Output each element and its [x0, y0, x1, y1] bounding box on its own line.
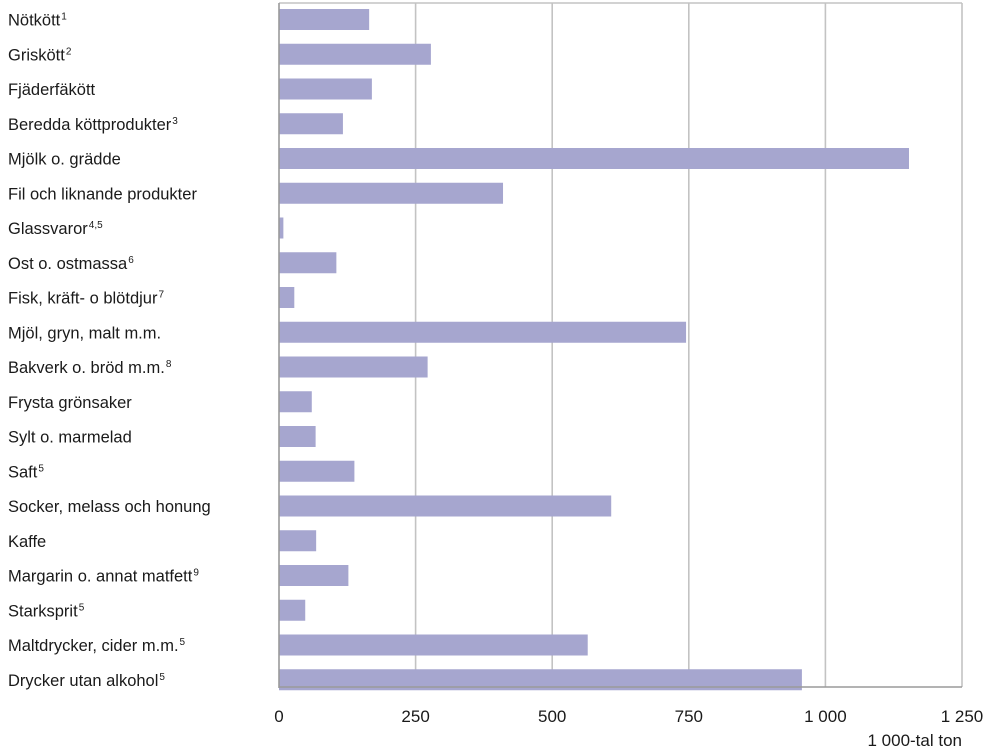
category-label: Maltdrycker, cider m.m.5	[8, 637, 186, 655]
bar	[279, 391, 312, 413]
bar	[279, 426, 316, 447]
bar	[279, 287, 295, 308]
x-tick-labels: 0 250 500 750 1 000 1 250	[274, 707, 983, 726]
bar	[279, 599, 306, 621]
bar	[279, 9, 370, 30]
bar	[279, 113, 343, 135]
category-label: Sylt o. marmelad	[8, 429, 132, 447]
bar	[279, 495, 612, 517]
x-tick-label: 250	[401, 707, 429, 726]
category-label: Fisk, kräft- o blötdjur7	[8, 290, 164, 308]
x-axis-unit-label: 1 000-tal ton	[867, 731, 962, 750]
x-tick-label: 0	[274, 707, 283, 726]
category-labels: Nötkött1 Griskött2 Fjäderfäkött Beredda köt…	[8, 12, 211, 690]
bar	[279, 78, 372, 100]
bar	[279, 356, 428, 378]
category-label: Glassvaror4,5	[8, 220, 103, 238]
category-label: Starksprit5	[8, 602, 85, 620]
bar	[279, 530, 317, 552]
bars	[279, 9, 909, 691]
x-tick-label: 1 000	[804, 707, 847, 726]
bar	[279, 217, 284, 239]
bar	[279, 182, 504, 204]
category-label: Fil och liknande produkter	[8, 185, 197, 203]
category-label: Frysta grönsaker	[8, 394, 132, 412]
category-label: Bakverk o. bröd m.m.8	[8, 359, 172, 377]
bar	[279, 252, 337, 274]
bar	[279, 669, 802, 691]
bar	[279, 321, 687, 343]
category-label: Beredda köttprodukter3	[8, 116, 178, 134]
category-label: Socker, melass och honung	[8, 498, 211, 516]
category-label: Drycker utan alkohol5	[8, 672, 165, 690]
category-label: Nötkött1	[8, 12, 67, 30]
category-label: Fjäderfäkött	[8, 81, 96, 99]
x-tick-label: 1 250	[941, 707, 984, 726]
category-label: Margarin o. annat matfett9	[8, 568, 199, 586]
bar	[279, 565, 349, 586]
bar	[279, 148, 909, 169]
x-tick-label: 750	[675, 707, 703, 726]
category-label: Mjölk o. grädde	[8, 151, 121, 169]
axes	[278, 3, 962, 688]
category-label: Griskött2	[8, 46, 72, 64]
x-tick-label: 500	[538, 707, 566, 726]
grid-lines	[279, 2, 963, 687]
bar	[279, 460, 355, 482]
category-label: Kaffe	[8, 533, 46, 551]
category-label: Ost o. ostmassa6	[8, 255, 134, 273]
category-label: Mjöl, gryn, malt m.m.	[8, 324, 161, 342]
bar	[279, 43, 431, 65]
bar	[279, 634, 588, 656]
category-label: Saft5	[8, 463, 44, 481]
